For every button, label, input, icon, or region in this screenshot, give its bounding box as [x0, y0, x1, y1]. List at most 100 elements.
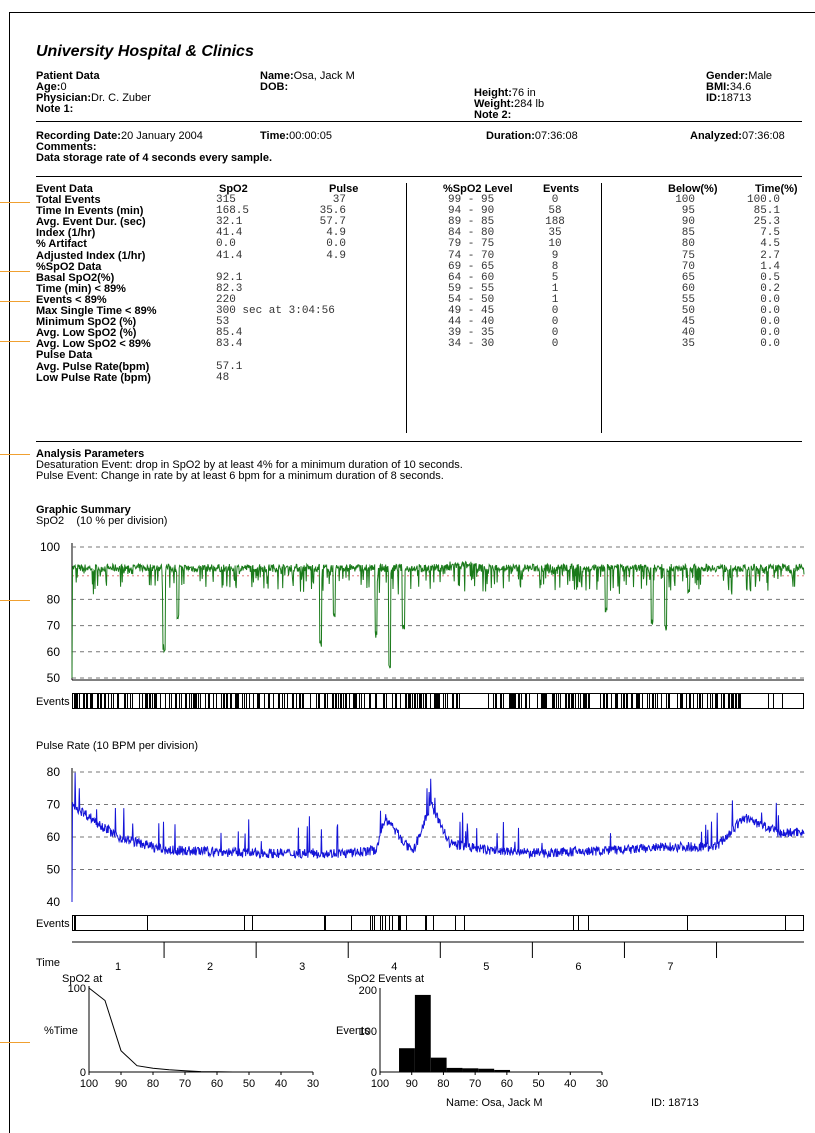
age-label: Age:: [36, 81, 61, 93]
event-row-label: Max Single Time < 89%: [36, 305, 157, 317]
table-divider: [601, 183, 602, 433]
level-row-range: 79 - 75: [448, 238, 495, 251]
event-row-spo2: 85.4: [216, 327, 243, 340]
histogram-y-tick: 200: [359, 985, 377, 997]
level-row-events: 0: [551, 305, 559, 317]
time-row-value: 4.5: [760, 238, 780, 251]
footer-id: ID: 18713: [651, 1098, 699, 1109]
pulse-chart-label: Pulse Rate (10 BPM per division): [36, 740, 199, 752]
event-row-label: Pulse Data: [36, 349, 93, 362]
time-tick-label: 2: [207, 961, 213, 972]
gender-value: Male: [748, 70, 773, 82]
level-row-range: 94 - 90: [448, 205, 495, 218]
margin-mark: [0, 271, 30, 272]
level-row-events: 0: [551, 194, 559, 206]
pulse-tick-label: 60: [47, 830, 61, 844]
event-row-label: Time (min) < 89%: [36, 282, 126, 295]
spo2-series-line: [71, 560, 805, 679]
margin-mark: [0, 341, 30, 342]
name-value: Osa, Jack M: [293, 70, 355, 82]
time-row-value: 0.5: [760, 271, 780, 284]
level-row-events: 0: [551, 316, 559, 329]
pulse-series-line: [71, 772, 805, 903]
histogram-bar: [399, 1048, 415, 1072]
id-label: ID:: [706, 92, 721, 104]
spo2-header: SpO2: [219, 183, 248, 195]
histogram-x-tick: 100: [371, 1078, 389, 1090]
divider: [36, 441, 802, 442]
demographics-block: Gender:Male BMI:34.6 ID:18713: [706, 71, 772, 104]
pulse-header: Pulse: [329, 183, 359, 195]
margin-mark: [0, 600, 30, 601]
page-frame-left: [9, 12, 10, 1133]
histogram-bar: [478, 1068, 495, 1072]
duration-value: 07:36:08: [534, 130, 578, 142]
level-row-range: 44 - 40: [448, 316, 495, 329]
level-row-range: 84 - 80: [448, 227, 495, 240]
time-tick-label: 1: [115, 961, 121, 972]
level-row-range: 59 - 55: [448, 282, 495, 295]
spo2-at-title: SpO2 at: [62, 973, 102, 985]
spo2-trend-chart: 100 80 70 60 50: [40, 540, 805, 685]
histogram-x-tick: 60: [501, 1078, 513, 1090]
pulse-events-label: Events: [36, 918, 70, 930]
level-header: %SpO2 Level: [443, 183, 513, 195]
below-row-value: 60: [681, 282, 695, 295]
event-row-spo2: 82.3: [216, 282, 243, 295]
level-row-range: 39 - 35: [448, 327, 495, 340]
event-strip-frame: [72, 915, 804, 931]
level-row-events: 10: [548, 238, 562, 251]
event-row-label: Time In Events (min): [36, 205, 144, 218]
event-row-label: %SpO2 Data: [36, 260, 102, 273]
below-row-value: 95: [681, 205, 695, 218]
recording-time-label: Time:: [260, 130, 290, 142]
pulse-rule: Pulse Event: Change in rate by at least …: [36, 470, 444, 482]
histogram-x-tick: 30: [596, 1078, 608, 1090]
time-row-value: 0.0: [760, 338, 780, 351]
level-row-events: 8: [551, 260, 559, 273]
patient-data-block: Patient Data Age:0 Physician:Dr. C. Zube…: [36, 71, 151, 115]
analysis-title: Analysis Parameters: [36, 448, 145, 460]
desaturation-rule: Desaturation Event: drop in SpO2 by at l…: [36, 459, 463, 471]
event-row-label: Avg. Low SpO2 (%): [36, 327, 137, 340]
time-tick-label: 6: [575, 961, 581, 972]
below-time-table: Below(%) Time(%) 100 100.0 95 85.1 90 25.3 85 7…: [640, 184, 810, 434]
graphic-summary-title: Graphic Summary: [36, 504, 131, 516]
time-row-value: 2.7: [760, 249, 780, 262]
level-row-events: 188: [545, 216, 565, 229]
histogram-bar: [446, 1067, 463, 1072]
histogram-x-tick: 90: [406, 1078, 418, 1090]
below-row-value: 80: [681, 238, 695, 251]
recording-date: Recording Date:20 January 2004: [36, 131, 203, 142]
time-row-value: 1.4: [760, 260, 780, 273]
weight-label: Weight:: [474, 98, 515, 110]
event-row-spo2: 48: [216, 371, 230, 384]
below-row-value: 65: [681, 271, 695, 284]
below-row-value: 35: [681, 338, 695, 351]
weight-value: 284 lb: [514, 98, 545, 110]
below-row-value: 45: [681, 316, 695, 329]
event-row-pulse: 4.9: [326, 227, 346, 240]
event-row-spo2: 315: [216, 194, 236, 206]
level-row-range: 34 - 30: [448, 338, 495, 351]
below-row-value: 85: [681, 227, 695, 240]
level-row-events: 1: [551, 282, 559, 295]
comments-label: Comments:: [36, 141, 97, 153]
event-data-header: Event Data: [36, 183, 93, 195]
margin-mark: [0, 1042, 30, 1043]
histogram-y-tick: 100: [359, 1026, 377, 1038]
top-decoration: [430, 0, 815, 4]
spo2-label: SpO2: [36, 515, 65, 527]
pulse-trend-chart: 80 70 60 50 40: [47, 765, 805, 909]
dob-label: DOB:: [260, 81, 289, 93]
spo2-at-x-tick: 30: [307, 1078, 319, 1090]
spo2-tick-label: 100: [40, 540, 60, 554]
id-value: 18713: [720, 92, 752, 104]
footer-id-label: ID:: [651, 1097, 666, 1109]
time-tick-label: 4: [391, 961, 397, 972]
time-tick-label: 7: [667, 961, 673, 972]
time-row-value: 7.5: [760, 227, 780, 240]
time-percent-header: Time(%): [755, 183, 798, 195]
time-row-value: 0.0: [760, 293, 780, 306]
age-value: 0: [60, 81, 67, 93]
